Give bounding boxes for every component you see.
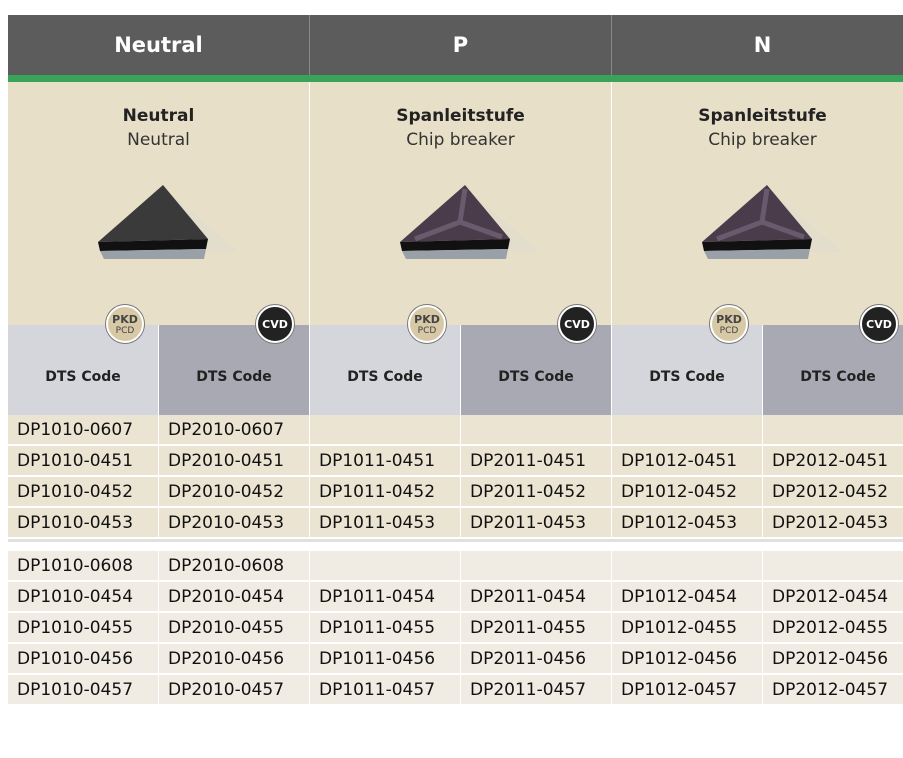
- table-cell: DP2012-0455: [763, 613, 903, 644]
- table-cell: [763, 551, 903, 582]
- table-cell: [310, 551, 461, 582]
- table-cell: DP2010-0607: [159, 415, 310, 446]
- insert-subtitle: Chip breaker: [406, 130, 515, 150]
- table-cell: DP2011-0455: [461, 613, 612, 644]
- table-cell: DP1012-0455: [612, 613, 763, 644]
- badge-label: CVD: [262, 317, 288, 331]
- badge-label: CVD: [564, 317, 590, 331]
- badge-label: PCD: [115, 325, 135, 336]
- pkd-badge: PKD PCD: [408, 305, 446, 343]
- table-cell: DP2010-0453: [159, 508, 310, 539]
- table-cell: [612, 551, 763, 582]
- table-cell: DP2011-0451: [461, 446, 612, 477]
- table-cell: DP1010-0457: [8, 675, 159, 706]
- table-cell: DP2010-0451: [159, 446, 310, 477]
- cvd-badge: CVD: [558, 305, 596, 343]
- table-cell: [612, 415, 763, 446]
- insert-panel: Spanleitstufe Chip breaker: [310, 82, 612, 325]
- header-rule: [310, 75, 612, 82]
- table-cell: DP1011-0457: [310, 675, 461, 706]
- table-cell: DP1012-0456: [612, 644, 763, 675]
- section-gap: [8, 539, 903, 551]
- insert-subtitle: Chip breaker: [708, 130, 817, 150]
- table-cell: DP1011-0454: [310, 582, 461, 613]
- group-header: P: [310, 15, 612, 75]
- table-cell: DP2011-0457: [461, 675, 612, 706]
- table-cell: DP2012-0457: [763, 675, 903, 706]
- table-cell: DP1012-0454: [612, 582, 763, 613]
- column-label: DTS Code: [461, 325, 612, 415]
- insert-title: Neutral: [122, 106, 195, 126]
- column-label: DTS Code: [8, 325, 159, 415]
- table-cell: DP1010-0607: [8, 415, 159, 446]
- table-cell: DP1011-0452: [310, 477, 461, 508]
- table-cell: DP1011-0453: [310, 508, 461, 539]
- insert-image: [400, 185, 540, 259]
- table-cell: DP2010-0455: [159, 613, 310, 644]
- table-cell: [461, 551, 612, 582]
- table-cell: DP2010-0454: [159, 582, 310, 613]
- table-cell: DP1012-0457: [612, 675, 763, 706]
- table-cell: DP1010-0454: [8, 582, 159, 613]
- table-cell: DP2011-0453: [461, 508, 612, 539]
- table-cell: DP2010-0456: [159, 644, 310, 675]
- table-cell: DP1010-0451: [8, 446, 159, 477]
- table-cell: DP1011-0456: [310, 644, 461, 675]
- badge-label: PKD: [414, 312, 440, 326]
- group-header: N: [612, 15, 903, 75]
- table-cell: DP2011-0456: [461, 644, 612, 675]
- table-cell: [763, 415, 903, 446]
- table-cell: DP1012-0451: [612, 446, 763, 477]
- table-cell: DP1012-0453: [612, 508, 763, 539]
- table-cell: [310, 415, 461, 446]
- table-cell: DP1012-0452: [612, 477, 763, 508]
- pkd-badge: PKD PCD: [106, 305, 144, 343]
- table-cell: DP2012-0453: [763, 508, 903, 539]
- column-label: DTS Code: [159, 325, 310, 415]
- table-cell: DP2012-0451: [763, 446, 903, 477]
- header-rule: [8, 75, 310, 82]
- table-cell: DP1010-0453: [8, 508, 159, 539]
- insert-title: Spanleitstufe: [698, 106, 827, 126]
- badge-label: PCD: [417, 325, 437, 336]
- table-cell: DP1010-0608: [8, 551, 159, 582]
- table-cell: DP2010-0457: [159, 675, 310, 706]
- header-rule: [612, 75, 903, 82]
- table-cell: DP2012-0454: [763, 582, 903, 613]
- table-cell: DP2012-0452: [763, 477, 903, 508]
- insert-panel: Neutral Neutral: [8, 82, 310, 325]
- table-cell: DP1010-0452: [8, 477, 159, 508]
- insert-image: [98, 185, 238, 259]
- badge-label: PCD: [719, 325, 739, 336]
- group-header: Neutral: [8, 15, 310, 75]
- pkd-badge: PKD PCD: [710, 305, 748, 343]
- table-cell: DP2011-0454: [461, 582, 612, 613]
- insert-image: [702, 185, 842, 259]
- badge-label: PKD: [112, 312, 138, 326]
- table-cell: [461, 415, 612, 446]
- column-label: DTS Code: [612, 325, 763, 415]
- table-cell: DP2012-0456: [763, 644, 903, 675]
- table-cell: DP1010-0456: [8, 644, 159, 675]
- badge-label: PKD: [716, 312, 742, 326]
- table-cell: DP2011-0452: [461, 477, 612, 508]
- badge-label: CVD: [866, 317, 892, 331]
- insert-subtitle: Neutral: [127, 130, 190, 150]
- table-cell: DP2010-0608: [159, 551, 310, 582]
- cvd-badge: CVD: [256, 305, 294, 343]
- table-cell: DP2010-0452: [159, 477, 310, 508]
- insert-panel: Spanleitstufe Chip breaker: [612, 82, 903, 325]
- table-cell: DP1011-0451: [310, 446, 461, 477]
- cvd-badge: CVD: [860, 305, 898, 343]
- table-cell: DP1010-0455: [8, 613, 159, 644]
- table-cell: DP1011-0455: [310, 613, 461, 644]
- insert-title: Spanleitstufe: [396, 106, 525, 126]
